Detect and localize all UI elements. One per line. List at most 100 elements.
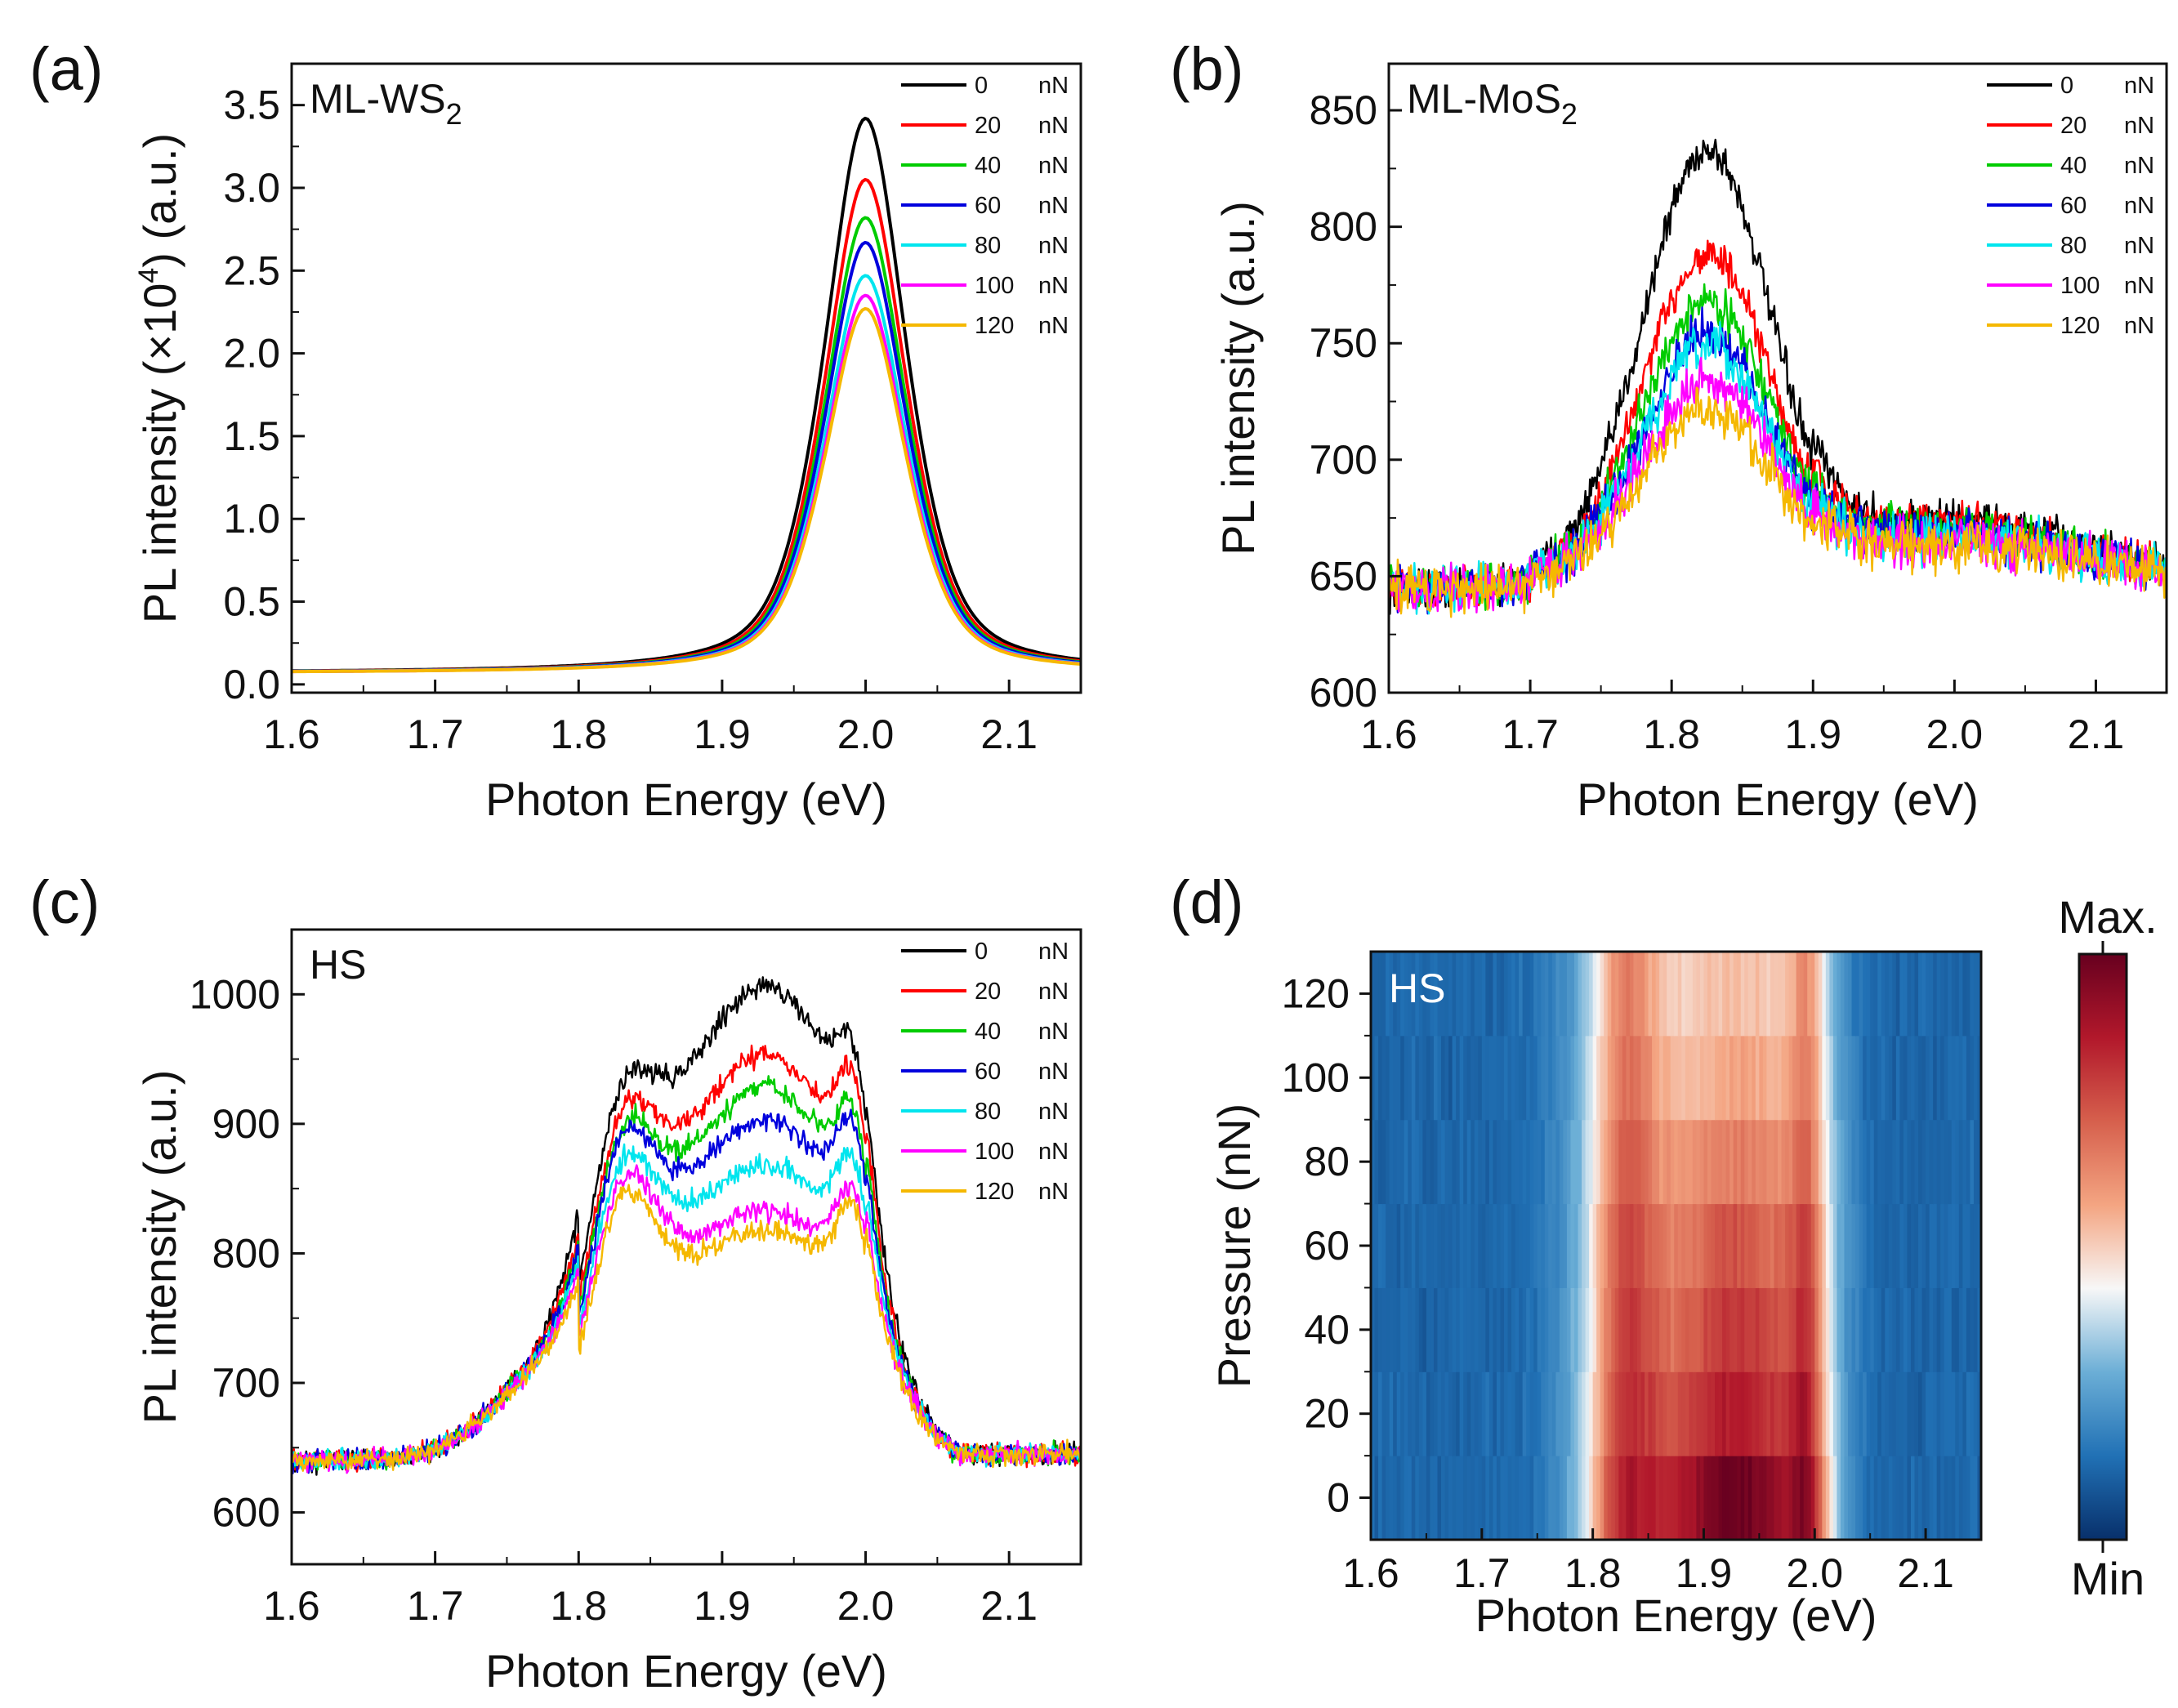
heatmap-cell: [1948, 1035, 1953, 1121]
heatmap-cell: [1537, 1035, 1542, 1121]
heatmap-cell: [1563, 1203, 1568, 1288]
heatmap-cell: [1747, 1203, 1753, 1288]
heatmap-cell: [1855, 1371, 1860, 1456]
legend-unit: nN: [2124, 113, 2154, 139]
heatmap-cell: [1829, 1119, 1834, 1205]
heatmap-cell: [1456, 1456, 1461, 1541]
legend-label: 60: [975, 193, 1001, 219]
heatmap-cell: [1933, 1119, 1938, 1205]
heatmap-cell: [1844, 1287, 1849, 1372]
y-tick-label: 80: [1304, 1139, 1350, 1184]
heatmap-cell: [1408, 1371, 1413, 1456]
heatmap-cell: [1551, 952, 1557, 1037]
heatmap-cell: [1926, 1371, 1930, 1456]
heatmap-cell: [1537, 1119, 1542, 1205]
heatmap-cell: [1948, 1456, 1953, 1541]
heatmap-cell: [1418, 1035, 1424, 1121]
heatmap-cell: [1692, 1119, 1698, 1205]
heatmap-cell: [1903, 1119, 1908, 1205]
heatmap-cell: [1574, 1371, 1579, 1456]
heatmap-cell: [1507, 952, 1512, 1037]
heatmap-cell: [1652, 1035, 1657, 1121]
heatmap-cell: [1715, 952, 1720, 1037]
series-line-120: [1389, 386, 2167, 618]
heatmap-cell: [1511, 1203, 1516, 1288]
plot-frame: [1387, 62, 2168, 694]
heatmap-cell: [1430, 952, 1435, 1037]
heatmap-cell: [1503, 1371, 1509, 1456]
heatmap-cell: [1600, 1371, 1605, 1456]
heatmap-cell: [1544, 1456, 1550, 1541]
heatmap-cell: [1667, 1035, 1671, 1121]
heatmap-cell: [1866, 1035, 1871, 1121]
heatmap-cell: [1755, 952, 1761, 1037]
heatmap-cell: [1718, 1035, 1723, 1121]
heatmap-cell: [1970, 1371, 1975, 1456]
legend-unit: nN: [1038, 113, 1069, 139]
heatmap-cell: [1888, 1035, 1894, 1121]
heatmap-cell: [1699, 1371, 1705, 1456]
heatmap-cell: [1870, 1203, 1875, 1288]
heatmap-cell: [1692, 1371, 1698, 1456]
heatmap-cell: [1866, 1119, 1871, 1205]
x-tick-label: 1.8: [1564, 1550, 1622, 1596]
series-line-0: [292, 116, 1081, 673]
heatmap-cell: [1966, 952, 1971, 1037]
heatmap-cell: [1415, 952, 1420, 1037]
heatmap-cell: [1667, 1456, 1671, 1541]
heatmap-cell: [1829, 1203, 1834, 1288]
heatmap-cell: [1648, 1119, 1653, 1205]
heatmap-cell: [1689, 1456, 1694, 1541]
heatmap-cell: [1622, 1035, 1627, 1121]
heatmap-cell: [1574, 1456, 1579, 1541]
heatmap-cell: [1958, 1371, 1964, 1456]
legend-label: 120: [2060, 313, 2100, 339]
x-tick-label: 2.0: [837, 711, 895, 757]
heatmap-cell: [1810, 1119, 1816, 1205]
heatmap-cell: [1781, 952, 1786, 1037]
heatmap-cell: [1426, 1287, 1431, 1372]
heatmap-cell: [1888, 1287, 1894, 1372]
heatmap-cell: [1715, 1287, 1720, 1372]
heatmap-cell: [1840, 1119, 1845, 1205]
heatmap-cell: [1566, 1456, 1572, 1541]
heatmap-cell: [1910, 1371, 1916, 1456]
heatmap-cell: [1408, 1287, 1413, 1372]
inset-label-main: ML-WS: [310, 76, 446, 122]
legend-label: 20: [2060, 113, 2087, 139]
heatmap-cell: [1740, 1119, 1746, 1205]
heatmap-cell: [1699, 1119, 1705, 1205]
x-tick-label: 1.8: [1643, 711, 1700, 757]
heatmap-cell: [1555, 1119, 1560, 1205]
heatmap-cell: [1466, 952, 1472, 1037]
panel-label: (b): [1170, 35, 1243, 103]
heatmap-cell: [1463, 952, 1468, 1037]
legend-label: 120: [975, 313, 1014, 339]
heatmap-cell: [1729, 1203, 1734, 1288]
heatmap-cell: [1493, 1287, 1497, 1372]
legend-label: 0: [975, 73, 988, 99]
heatmap-cell: [1551, 1287, 1557, 1372]
heatmap-cell: [1408, 952, 1413, 1037]
heatmap-cell: [1703, 1203, 1708, 1288]
heatmap-cell: [1459, 1119, 1464, 1205]
series-group: [292, 976, 1081, 1476]
heatmap-cell: [1418, 952, 1424, 1037]
heatmap-cell: [1958, 1035, 1964, 1121]
heatmap-cell: [1737, 1035, 1742, 1121]
heatmap-cell: [1614, 1203, 1620, 1288]
heatmap-cell: [1607, 1119, 1613, 1205]
legend-unit: nN: [2124, 73, 2154, 99]
heatmap-cell: [1907, 1287, 1912, 1372]
heatmap-cell: [1832, 1371, 1838, 1456]
legend-label: 40: [2060, 153, 2087, 179]
heatmap-cell: [1755, 1371, 1761, 1456]
heatmap-cell: [1659, 1035, 1664, 1121]
heatmap-cell: [1873, 1119, 1879, 1205]
heatmap-cell: [1496, 1035, 1502, 1121]
heatmap-cell: [1574, 952, 1579, 1037]
y-tick-label: 0.5: [223, 579, 280, 625]
legend-unit: nN: [1038, 273, 1069, 299]
heatmap-cell: [1485, 1287, 1490, 1372]
heatmap-cell: [1851, 952, 1856, 1037]
